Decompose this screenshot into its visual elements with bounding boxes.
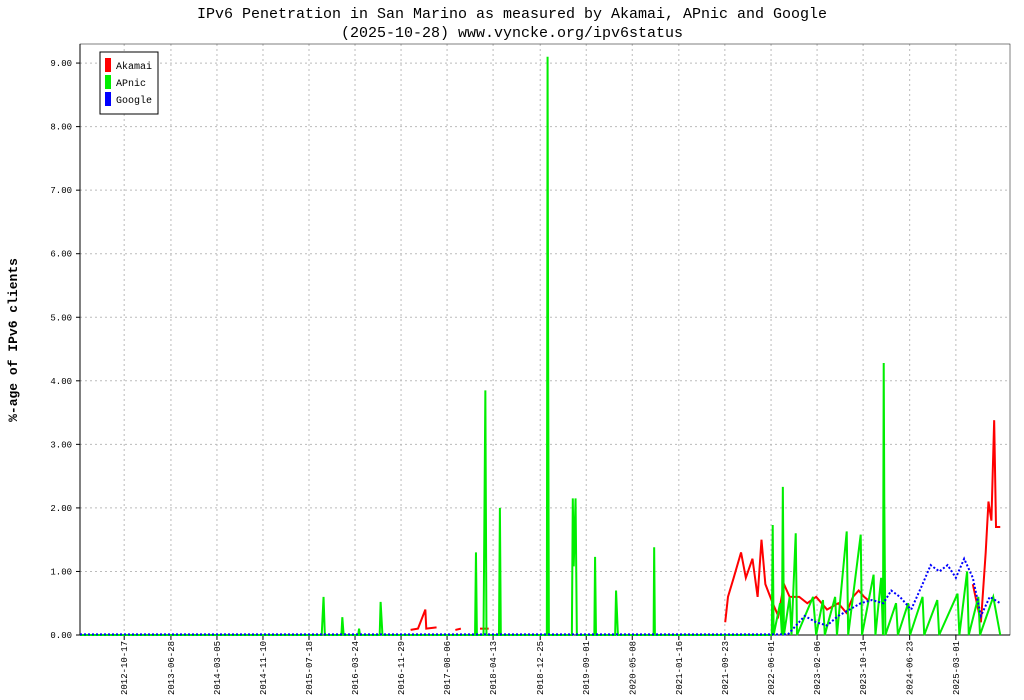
x-tick-label: 2021-01-16 [675, 641, 685, 695]
y-tick-label: 7.00 [50, 186, 72, 196]
y-tick-label: 9.00 [50, 59, 72, 69]
x-tick-label: 2013-06-28 [167, 641, 177, 695]
data-line [80, 56, 1002, 636]
x-tick-label: 2025-03-01 [952, 641, 962, 695]
x-tick-label: 2014-11-10 [259, 641, 269, 695]
y-tick-label: 8.00 [50, 123, 72, 133]
x-tick-label: 2018-12-25 [536, 641, 546, 695]
y-tick-label: 0.00 [50, 631, 72, 641]
x-tick-label: 2014-03-05 [213, 641, 223, 695]
y-tick-label: 5.00 [50, 313, 72, 323]
x-tick-label: 2019-09-01 [582, 641, 592, 695]
legend-swatch [105, 58, 111, 72]
x-tick-label: 2015-07-18 [305, 641, 315, 695]
legend-label: Akamai [116, 61, 152, 73]
y-tick-label: 3.00 [50, 440, 72, 450]
x-tick-label: 2017-08-06 [443, 641, 453, 695]
data-line [410, 609, 437, 631]
x-tick-label: 2022-06-01 [767, 641, 777, 695]
legend-label: APnic [116, 78, 146, 90]
y-tick-label: 1.00 [50, 567, 72, 577]
chart-subtitle: (2025-10-28) www.vyncke.org/ipv6status [341, 25, 683, 42]
chart-title: IPv6 Penetration in San Marino as measur… [197, 6, 827, 23]
x-tick-label: 2023-10-14 [859, 641, 869, 695]
data-line [80, 556, 1001, 636]
legend-label: Google [116, 95, 152, 107]
x-tick-label: 2018-04-13 [489, 641, 499, 695]
legend-swatch [105, 92, 111, 106]
x-tick-label: 2016-03-24 [351, 641, 361, 695]
y-tick-label: 2.00 [50, 504, 72, 514]
data-line [971, 420, 1001, 623]
y-tick-label: 4.00 [50, 377, 72, 387]
legend-swatch [105, 75, 111, 89]
x-tick-label: 2024-06-23 [906, 641, 916, 695]
data-line [455, 627, 462, 631]
x-tick-label: 2012-10-17 [120, 641, 130, 695]
x-tick-label: 2020-05-08 [628, 641, 638, 695]
y-tick-label: 6.00 [50, 250, 72, 260]
x-tick-label: 2021-09-23 [721, 641, 731, 695]
x-tick-label: 2016-11-29 [397, 641, 407, 695]
y-axis-label: %-age of IPv6 clients [6, 258, 21, 422]
x-tick-label: 2023-02-06 [813, 641, 823, 695]
